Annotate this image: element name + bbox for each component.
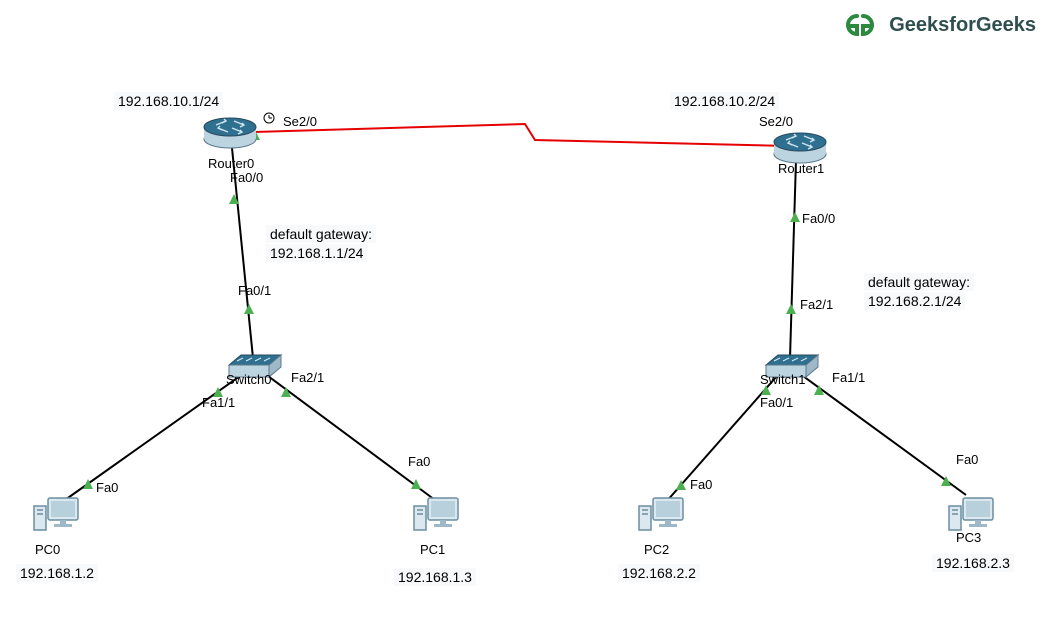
annotation: 192.168.2.3 bbox=[932, 554, 1014, 572]
device-label-router1: Router1 bbox=[778, 161, 824, 176]
link-r1-sw1 bbox=[790, 160, 796, 358]
annotation: 192.168.1.1/24 bbox=[266, 244, 367, 262]
port-up-icon bbox=[790, 212, 800, 222]
pc-icon bbox=[414, 498, 458, 530]
port-label: Fa0/1 bbox=[760, 395, 793, 410]
port-label: Fa0 bbox=[956, 452, 978, 467]
port-up-icon bbox=[244, 304, 254, 314]
port-up-icon bbox=[786, 304, 796, 314]
annotation: 192.168.1.3 bbox=[394, 568, 476, 586]
device-label-switch1: Switch1 bbox=[760, 372, 806, 387]
device-label-switch0: Switch0 bbox=[226, 372, 272, 387]
router-icon bbox=[204, 118, 256, 148]
pc-icon bbox=[639, 498, 683, 530]
annotation: 192.168.10.1/24 bbox=[114, 92, 223, 110]
port-label: Se2/0 bbox=[759, 114, 793, 129]
link-sw0-pc1 bbox=[268, 376, 435, 500]
port-label: Fa2/1 bbox=[800, 297, 833, 312]
annotation: 192.168.2.1/24 bbox=[864, 292, 965, 310]
router-icon bbox=[774, 133, 826, 163]
device-label-pc3: PC3 bbox=[956, 530, 981, 545]
annotation: default gateway: bbox=[266, 225, 376, 243]
port-label: Fa0/0 bbox=[230, 170, 263, 185]
port-label: Fa0/1 bbox=[238, 283, 271, 298]
pc-icon bbox=[949, 498, 993, 530]
link-sw1-pc3 bbox=[803, 376, 966, 495]
annotation: default gateway: bbox=[864, 273, 974, 291]
pc-icon bbox=[34, 498, 78, 530]
port-label: Fa0 bbox=[96, 480, 118, 495]
annotation: 192.168.2.2 bbox=[618, 564, 700, 582]
port-label: Fa2/1 bbox=[291, 370, 324, 385]
device-label-pc0: PC0 bbox=[35, 542, 60, 557]
port-label: Fa1/1 bbox=[832, 370, 865, 385]
device-label-router0: Router0 bbox=[208, 156, 254, 171]
device-label-pc2: PC2 bbox=[644, 542, 669, 557]
port-label: Fa0 bbox=[690, 477, 712, 492]
device-label-pc1: PC1 bbox=[420, 542, 445, 557]
link-r0-r1 bbox=[252, 124, 788, 146]
annotation: 192.168.10.2/24 bbox=[670, 92, 779, 110]
port-label: Se2/0 bbox=[283, 114, 317, 129]
port-label: Fa1/1 bbox=[202, 395, 235, 410]
annotation: 192.168.1.2 bbox=[16, 564, 98, 582]
dce-clock-icon bbox=[264, 113, 274, 123]
port-label: Fa0 bbox=[408, 454, 430, 469]
port-label: Fa0/0 bbox=[802, 211, 835, 226]
